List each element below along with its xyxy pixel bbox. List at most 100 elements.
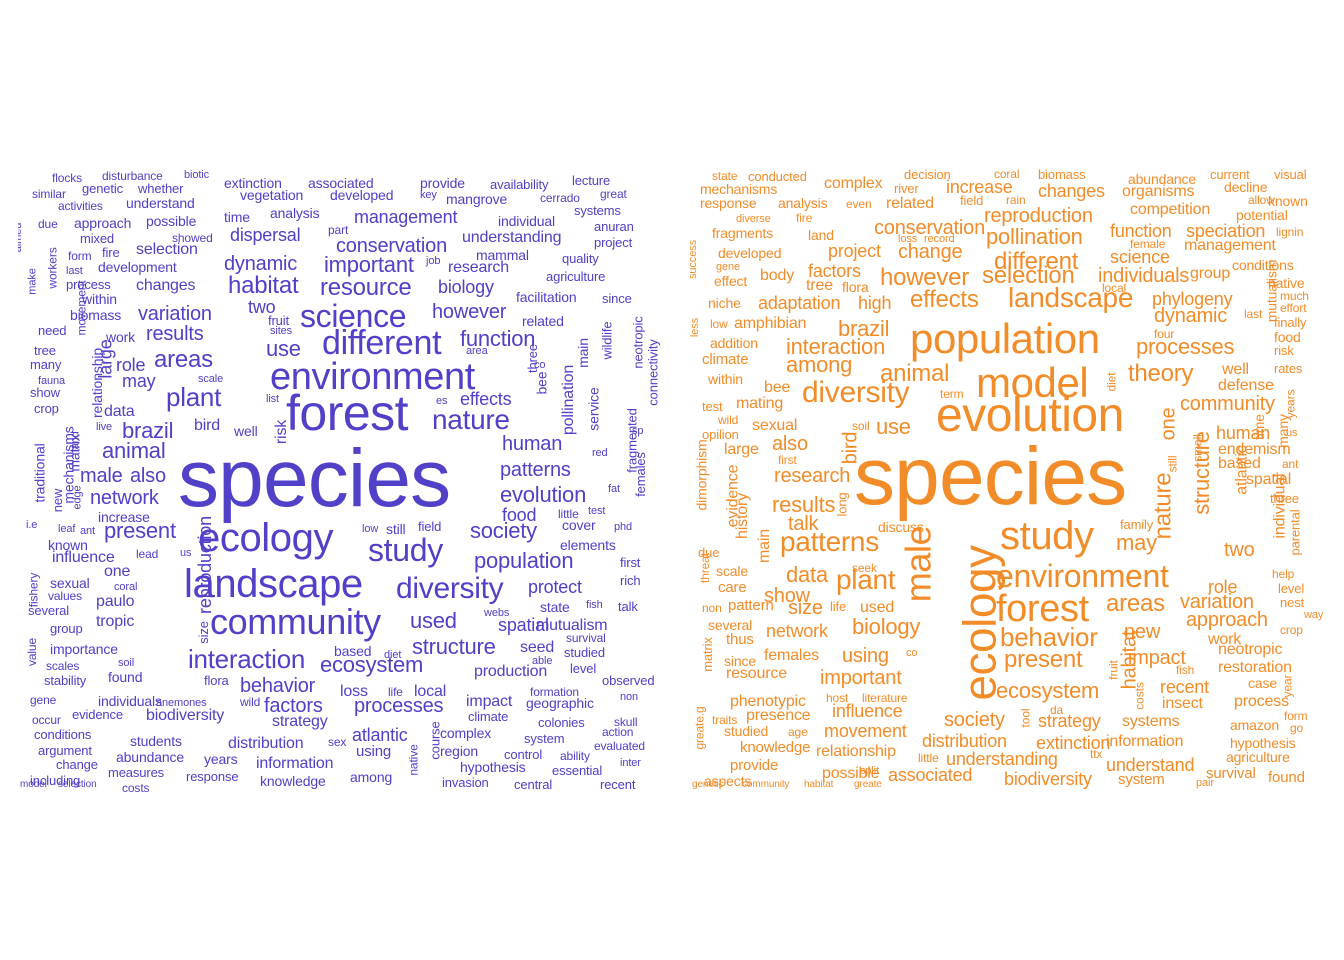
word-size: size [195, 621, 211, 644]
word-bird: bird [839, 431, 862, 465]
word-known: known [1268, 193, 1308, 209]
word-species: species [854, 431, 1127, 522]
word-soil: soil [852, 419, 870, 433]
word-sites: sites [270, 325, 293, 337]
word-research: research [774, 465, 851, 487]
word-land: land [808, 227, 834, 243]
word-service: service [585, 387, 602, 431]
word-work: work [106, 329, 135, 345]
word-small: small [1190, 434, 1205, 462]
word-skull: skull [614, 715, 638, 729]
word-disturbance: disturbance [102, 169, 163, 183]
word-changes: changes [136, 277, 196, 294]
word-mating: mating [736, 395, 784, 412]
word-record: record [924, 233, 955, 245]
word-low: low [710, 317, 728, 331]
word-measures: measures [108, 765, 165, 780]
word-list: list [266, 393, 280, 405]
word-environment: environment [996, 558, 1169, 594]
word-life: life [388, 685, 403, 699]
word-conservation: conservation [874, 217, 985, 239]
word-evidence: evidence [724, 464, 742, 528]
word-finally: finally [1274, 315, 1307, 330]
word-theory: theory [1128, 360, 1194, 387]
word-great: great [600, 187, 627, 201]
word-life: life [830, 599, 847, 614]
word-crop: crop [34, 401, 59, 416]
word-co: co [906, 647, 918, 659]
word-tree: tree [806, 277, 833, 294]
word-leaf: leaf [58, 523, 76, 535]
word-due: due [38, 217, 58, 231]
word-threat: threat [697, 553, 712, 583]
word-community: community [210, 601, 381, 642]
word-crop: crop [1280, 623, 1303, 637]
word-job: job [426, 255, 441, 267]
word-fish: fish [1176, 663, 1195, 677]
word-based: based [1218, 455, 1261, 472]
word-tool: tool [1018, 708, 1033, 728]
word-last: last [66, 265, 83, 277]
word-effects: effects [460, 389, 512, 409]
word-spatial: spatial [498, 615, 549, 635]
word-even: even [846, 197, 872, 211]
word-processes: processes [1136, 334, 1235, 359]
word-costs: costs [122, 781, 150, 795]
word-invasion: invasion [442, 775, 489, 790]
word-management: management [1184, 237, 1276, 254]
word-amazon: amazon [1230, 717, 1279, 733]
word-knowledge: knowledge [260, 773, 326, 789]
word-function: function [1110, 221, 1172, 241]
word-aimed: aimed [18, 222, 25, 253]
word-different: different [994, 248, 1079, 275]
word-relationship: relationship [88, 348, 105, 418]
word-data: data [104, 403, 135, 420]
word-help: help [1272, 567, 1295, 581]
word-rates: rates [1274, 361, 1303, 376]
word-effects: effects [910, 286, 979, 313]
word-understand: understand [126, 195, 195, 211]
word-different: different [322, 324, 442, 362]
word-endemism: endemism [1218, 441, 1291, 458]
word-diet: diet [384, 649, 402, 661]
word-fire: fire [796, 211, 813, 225]
word-society: society [944, 709, 1005, 731]
word-hypothesis: hypothesis [460, 759, 526, 775]
word-region: region [440, 743, 479, 759]
word-studied: studied [724, 723, 769, 739]
word-understand: understand [1106, 755, 1195, 775]
word-society: society [470, 518, 537, 543]
word-structure: structure [412, 634, 496, 659]
word-reproduction: reproduction [194, 516, 215, 614]
word-male: male [80, 465, 123, 487]
word-forest: forest [286, 385, 409, 441]
word-traits: traits [712, 713, 738, 727]
word-need: need [38, 323, 67, 338]
word-fat: fat [608, 483, 620, 495]
word-individuals: individuals [98, 693, 162, 709]
word-scale: scale [716, 563, 748, 579]
word-using: using [842, 645, 889, 667]
word-body: body [760, 267, 795, 284]
word-webs: webs [484, 607, 510, 619]
word-insect: insect [1162, 695, 1203, 712]
word-variation: variation [138, 303, 212, 325]
word-research: research [448, 259, 509, 276]
word-neotropic: neotropic [630, 316, 646, 369]
word-ttx: ttx [1090, 747, 1103, 761]
word-course: course [427, 721, 443, 760]
word-less: less [690, 317, 702, 338]
word-complex: complex [440, 725, 492, 741]
word-hypothesis: hypothesis [1230, 735, 1296, 751]
word-wild: wild [240, 695, 261, 709]
word-associated: associated [888, 765, 973, 785]
word-knowledge: knowledge [740, 739, 811, 756]
word-river: river [894, 181, 919, 196]
word-importance: importance [50, 641, 118, 657]
word-dimorphism: dimorphism [693, 439, 710, 511]
word-gene: gene [716, 261, 741, 273]
word-changes: changes [1038, 181, 1105, 201]
word-whether: whether [138, 181, 184, 196]
word-connectivity: connectivity [645, 339, 661, 406]
word-state: state [540, 599, 570, 615]
